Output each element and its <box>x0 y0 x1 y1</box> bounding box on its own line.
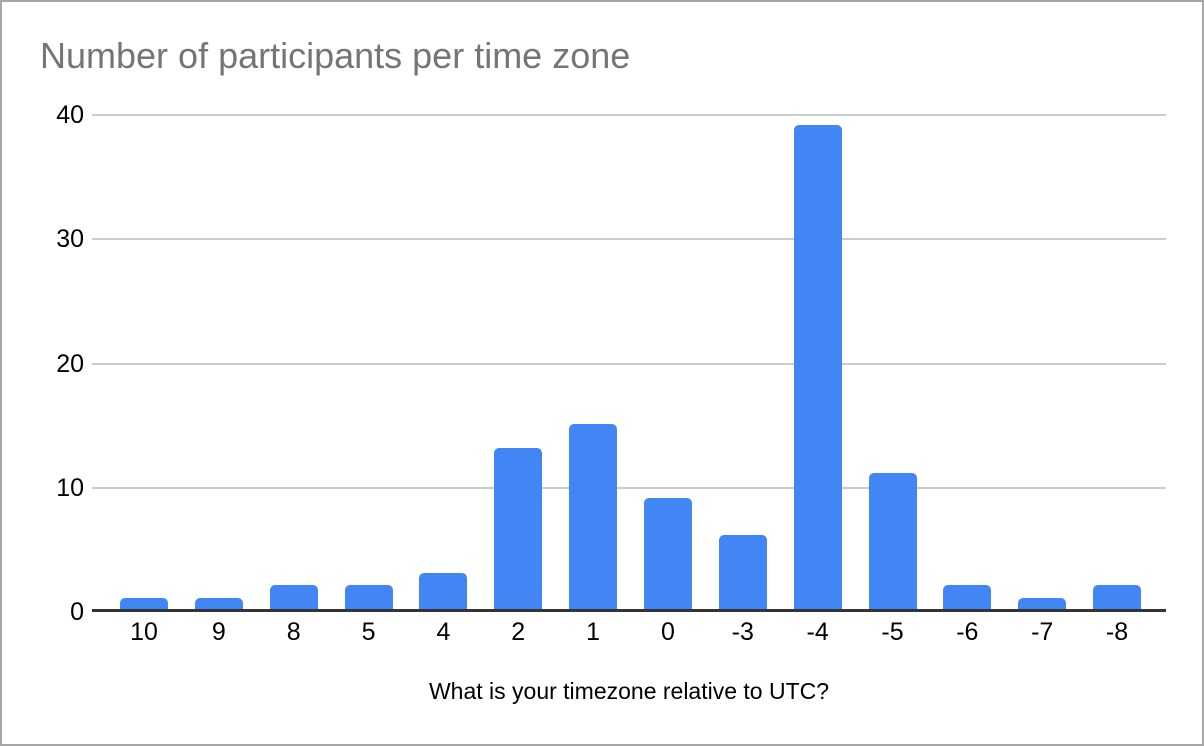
bar <box>194 597 243 610</box>
bar <box>419 572 468 610</box>
x-tick-label: -8 <box>1105 618 1129 646</box>
plot-area <box>92 114 1166 612</box>
y-tick-label: 10 <box>56 473 84 502</box>
x-tick-label: 2 <box>511 618 526 646</box>
gridline <box>92 486 1166 489</box>
x-tick-label: 1 <box>586 618 601 646</box>
y-tick-label: 0 <box>70 598 84 626</box>
y-tick-label: 40 <box>56 101 84 129</box>
x-tick-label: 4 <box>436 618 451 646</box>
x-axis-line <box>92 609 1166 612</box>
bar <box>643 498 692 610</box>
gridline <box>92 114 1166 116</box>
bar <box>269 585 318 610</box>
x-tick-label: 5 <box>361 618 376 646</box>
x-tick-label: 0 <box>660 618 675 646</box>
x-tick-label: 10 <box>130 618 158 646</box>
x-tick-label: -7 <box>1031 618 1054 646</box>
x-tick-label: 8 <box>286 618 301 646</box>
x-tick-label: 9 <box>211 618 226 646</box>
bar <box>718 535 767 610</box>
bar <box>120 597 168 610</box>
bar <box>943 585 992 610</box>
y-tick-label: 20 <box>56 349 84 378</box>
bar <box>1018 597 1067 610</box>
bar <box>569 423 618 610</box>
bar <box>344 585 393 610</box>
bar <box>793 125 842 610</box>
bar <box>1093 585 1142 610</box>
gridline <box>92 362 1166 365</box>
bar <box>494 448 543 610</box>
x-tick-label: -5 <box>881 618 904 646</box>
x-tick-label: -6 <box>956 618 979 646</box>
bar <box>868 473 917 610</box>
chart-title: Number of participants per time zone <box>40 35 631 76</box>
gridline <box>92 238 1166 241</box>
y-tick-label: 30 <box>56 225 84 254</box>
x-tick-label: -3 <box>731 618 754 646</box>
x-tick-label: -4 <box>806 618 829 646</box>
x-axis-title: What is your timezone relative to UTC? <box>428 678 830 704</box>
